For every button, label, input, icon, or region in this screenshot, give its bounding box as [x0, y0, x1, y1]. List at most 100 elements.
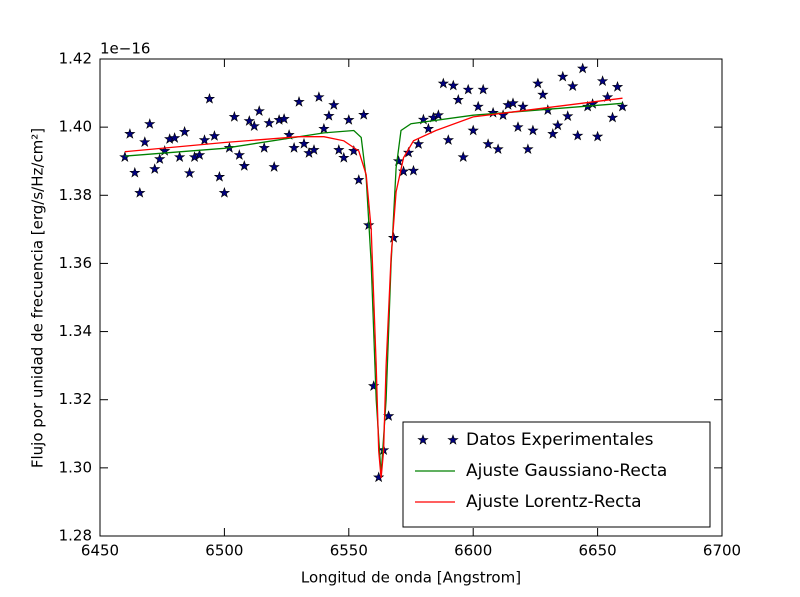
data-point: [557, 70, 569, 82]
data-point: [268, 161, 280, 172]
data-point: [154, 153, 166, 164]
data-point: [293, 95, 305, 107]
y-tick-label: 1.30: [59, 458, 92, 476]
data-point: [253, 105, 265, 116]
y-offset: 1e−16: [100, 40, 150, 58]
y-tick-label: 1.38: [59, 186, 92, 204]
legend-label: Datos Experimentales: [466, 430, 654, 450]
data-point: [238, 160, 250, 171]
data-point: [248, 120, 260, 131]
x-tick-label: 6550: [330, 542, 368, 560]
data-point: [318, 122, 330, 134]
data-point: [547, 128, 559, 139]
y-tick-label: 1.40: [59, 118, 92, 136]
data-point: [228, 110, 240, 122]
data-point: [577, 62, 589, 74]
data-point: [353, 174, 365, 185]
data-point: [174, 151, 186, 162]
data-point: [193, 149, 206, 160]
legend-marker: [417, 434, 429, 445]
legend: Datos Experimentales Ajuste Gaussiano-Rec…: [402, 421, 711, 528]
data-point: [596, 75, 609, 86]
data-point: [522, 143, 534, 155]
data-point: [472, 100, 484, 112]
data-point: [397, 165, 410, 177]
data-point: [482, 138, 494, 149]
data-point: [203, 92, 216, 104]
data-point: [178, 125, 191, 137]
data-point: [477, 83, 489, 95]
data-point: [208, 130, 221, 141]
x-tick-label: 6450: [81, 542, 119, 560]
x-tick-label: 6600: [454, 542, 492, 560]
data-point: [308, 144, 320, 155]
y-axis-label: Flujo por unidad de frecuencia [erg/s/Hz…: [29, 128, 47, 468]
data-point: [323, 109, 335, 121]
data-point: [527, 124, 539, 136]
y-tick-label: 1.28: [59, 527, 92, 545]
data-point: [198, 134, 211, 145]
data-point: [313, 91, 325, 102]
data-point: [263, 117, 275, 128]
data-point: [437, 77, 449, 89]
data-point: [343, 114, 355, 125]
data-point: [452, 93, 464, 105]
data-point: [567, 80, 579, 92]
data-point: [402, 146, 415, 158]
legend-marker: [447, 434, 459, 445]
data-point: [233, 149, 245, 160]
data-point: [328, 99, 340, 110]
data-point: [298, 137, 310, 149]
data-point: [492, 143, 504, 155]
data-point: [457, 151, 469, 162]
data-point: [507, 97, 519, 109]
data-point: [616, 100, 629, 112]
data-point: [358, 108, 370, 120]
data-point: [373, 471, 385, 483]
data-point: [432, 109, 444, 121]
data-point: [407, 164, 420, 176]
x-tick-label: 6700: [703, 542, 741, 560]
y-tick-label: 1.32: [59, 390, 92, 408]
legend-label: Ajuste Gaussiano-Recta: [466, 461, 667, 481]
data-point: [611, 80, 624, 92]
data-point: [169, 132, 181, 143]
fit-line: [124, 97, 623, 479]
data-point: [462, 83, 474, 95]
data-point: [447, 79, 459, 91]
data-point: [213, 170, 226, 182]
data-point: [517, 100, 529, 112]
data-point: [129, 166, 141, 178]
data-point: [572, 129, 584, 141]
x-axis-label: Longitud de onda [Angstrom]: [301, 569, 521, 587]
data-point: [134, 186, 146, 198]
data-point: [412, 138, 425, 149]
data-point: [512, 121, 524, 132]
data-point: [562, 110, 574, 122]
data-point: [601, 91, 614, 102]
data-point: [243, 115, 255, 126]
data-point: [591, 130, 604, 142]
plot-frame: [99, 58, 723, 537]
data-point: [537, 88, 549, 100]
data-point: [392, 155, 405, 167]
y-tick-label: 1.42: [59, 50, 92, 68]
data-point: [124, 128, 136, 139]
legend-label: Ajuste Lorentz-Recta: [466, 492, 642, 512]
y-tick-label: 1.36: [59, 254, 92, 272]
data-point: [183, 167, 196, 178]
y-tick-label: 1.34: [59, 322, 92, 340]
data-point: [288, 141, 300, 153]
data-point: [149, 163, 161, 174]
data-point: [144, 118, 156, 129]
data-point: [338, 151, 350, 163]
x-tick-label: 6500: [205, 542, 243, 560]
data-point: [532, 77, 544, 89]
data-point: [422, 122, 435, 134]
data-point: [218, 186, 231, 198]
data-point: [467, 124, 479, 136]
x-tick-label: 6650: [579, 542, 617, 560]
data-point: [258, 141, 270, 153]
